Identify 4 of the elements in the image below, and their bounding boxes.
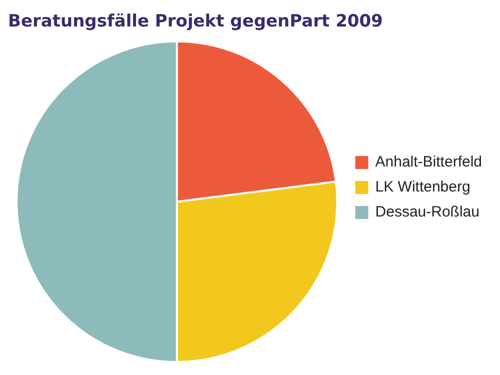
chart-title: Beratungsfälle Projekt gegenPart 2009 bbox=[8, 12, 383, 32]
legend-label: Dessau-Roßlau bbox=[375, 204, 480, 221]
legend-label: LK Wittenberg bbox=[375, 178, 470, 196]
legend-label: Anhalt-Bitterfeld bbox=[375, 154, 482, 171]
